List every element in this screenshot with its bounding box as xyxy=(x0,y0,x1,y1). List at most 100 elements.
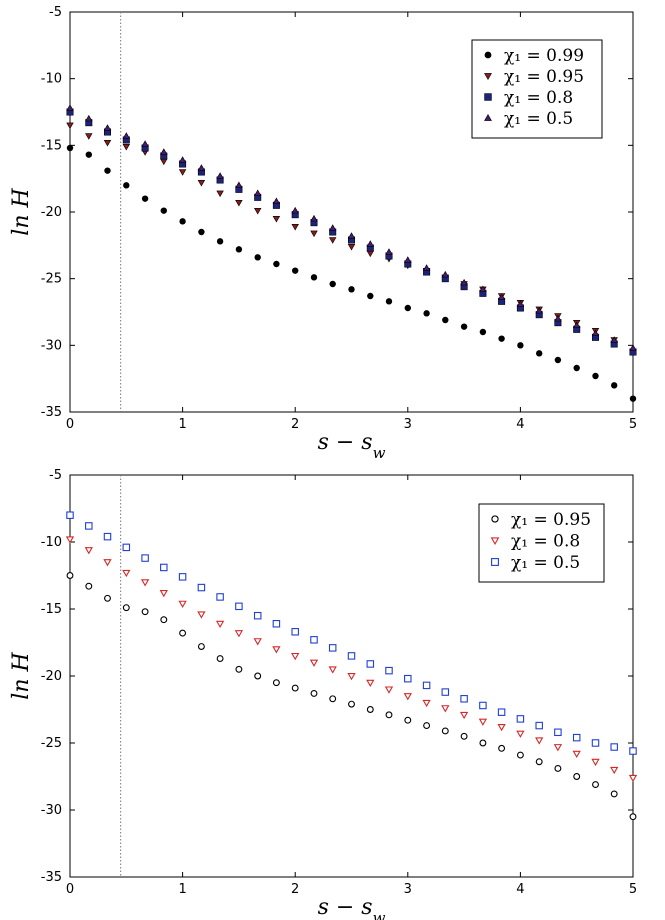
data-point xyxy=(197,164,206,171)
legend-label: χ₁ = 0.95 xyxy=(504,67,584,87)
legend-label: χ₁ = 0.95 xyxy=(511,510,591,530)
data-point xyxy=(404,304,411,312)
data-point xyxy=(479,701,487,710)
y-tick-label: -15 xyxy=(41,602,62,617)
data-point xyxy=(85,133,93,140)
data-point xyxy=(291,652,300,661)
x-tick-label: 5 xyxy=(629,417,637,432)
data-point xyxy=(272,197,281,205)
data-point xyxy=(103,139,112,147)
data-point xyxy=(216,172,224,179)
data-point xyxy=(159,589,168,598)
data-point xyxy=(254,254,261,261)
data-point xyxy=(292,267,299,274)
data-point xyxy=(348,700,355,708)
data-point xyxy=(197,583,206,592)
data-point xyxy=(479,739,487,747)
data-point xyxy=(422,681,431,690)
x-tick-label: 3 xyxy=(404,417,412,432)
data-point xyxy=(328,237,337,244)
data-point xyxy=(178,169,187,176)
data-point xyxy=(197,611,206,619)
y-tick-label: -10 xyxy=(41,72,62,87)
data-point xyxy=(215,620,225,629)
data-point xyxy=(253,189,262,197)
data-point xyxy=(516,300,525,307)
x-tick-label: 4 xyxy=(516,882,524,897)
legend-marker xyxy=(490,537,500,546)
data-point xyxy=(441,727,449,735)
y-tick-label: -25 xyxy=(41,272,62,287)
x-tick-label: 3 xyxy=(404,882,412,897)
data-point xyxy=(591,329,600,337)
data-point xyxy=(85,522,93,530)
data-point xyxy=(273,260,280,268)
y-tick-label: -35 xyxy=(41,405,62,420)
data-point xyxy=(178,573,187,581)
data-point xyxy=(253,207,262,215)
data-point xyxy=(629,344,637,351)
data-point xyxy=(610,790,618,798)
data-point xyxy=(366,240,375,247)
data-point xyxy=(140,579,150,587)
data-point xyxy=(572,733,581,742)
data-point xyxy=(422,264,431,271)
legend-label: χ₁ = 0.8 xyxy=(504,88,573,108)
data-point xyxy=(385,711,393,719)
data-point xyxy=(216,238,224,245)
data-point xyxy=(423,722,431,730)
data-point xyxy=(179,629,187,637)
data-point xyxy=(629,747,637,755)
data-point xyxy=(366,706,374,713)
data-point xyxy=(122,543,131,552)
data-point xyxy=(235,181,243,189)
data-point xyxy=(122,143,131,151)
data-point xyxy=(554,314,562,322)
data-point xyxy=(272,215,281,223)
series-1 xyxy=(66,144,637,402)
y-tick-label: -10 xyxy=(41,535,62,550)
legend-marker xyxy=(484,51,492,59)
x-axis-label: s − sw xyxy=(318,895,386,920)
data-point xyxy=(104,167,111,174)
data-point xyxy=(216,593,224,601)
data-point xyxy=(441,705,450,713)
data-point xyxy=(385,666,393,675)
x-tick-label: 5 xyxy=(629,882,637,897)
data-point xyxy=(66,511,74,519)
data-point xyxy=(497,708,506,716)
data-point xyxy=(347,243,356,251)
data-point xyxy=(366,679,375,688)
data-point xyxy=(479,328,487,336)
data-point xyxy=(535,758,543,766)
y-tick-label: -35 xyxy=(41,870,62,885)
data-point xyxy=(104,594,111,602)
chart-panel-1: -5 -10 -15 -20 -25 -30 -35 0 1 2 3 4 5 s − sw ln H χ₁ =… xyxy=(9,5,637,462)
data-point xyxy=(516,715,525,723)
data-point xyxy=(460,278,468,286)
data-point xyxy=(291,206,299,214)
data-point xyxy=(235,246,243,253)
y-axis-label: ln H xyxy=(9,651,34,699)
x-tick-label: 2 xyxy=(291,882,299,897)
data-point xyxy=(367,292,374,300)
data-point xyxy=(234,630,244,638)
data-point xyxy=(66,104,74,111)
data-point xyxy=(291,223,299,231)
data-point xyxy=(460,732,468,740)
x-tick-label: 4 xyxy=(516,417,524,432)
series-2 xyxy=(65,536,638,783)
data-point xyxy=(272,619,281,628)
data-point xyxy=(216,655,224,663)
data-point xyxy=(272,679,280,687)
data-point xyxy=(84,547,93,555)
data-point xyxy=(160,207,167,214)
x-tick-label: 1 xyxy=(178,417,186,432)
data-point xyxy=(66,572,74,579)
data-point xyxy=(122,604,130,612)
y-tick-label: -5 xyxy=(49,5,62,20)
legend-box xyxy=(471,39,603,139)
legend-label: χ₁ = 0.8 xyxy=(511,532,580,552)
data-point xyxy=(629,395,637,402)
